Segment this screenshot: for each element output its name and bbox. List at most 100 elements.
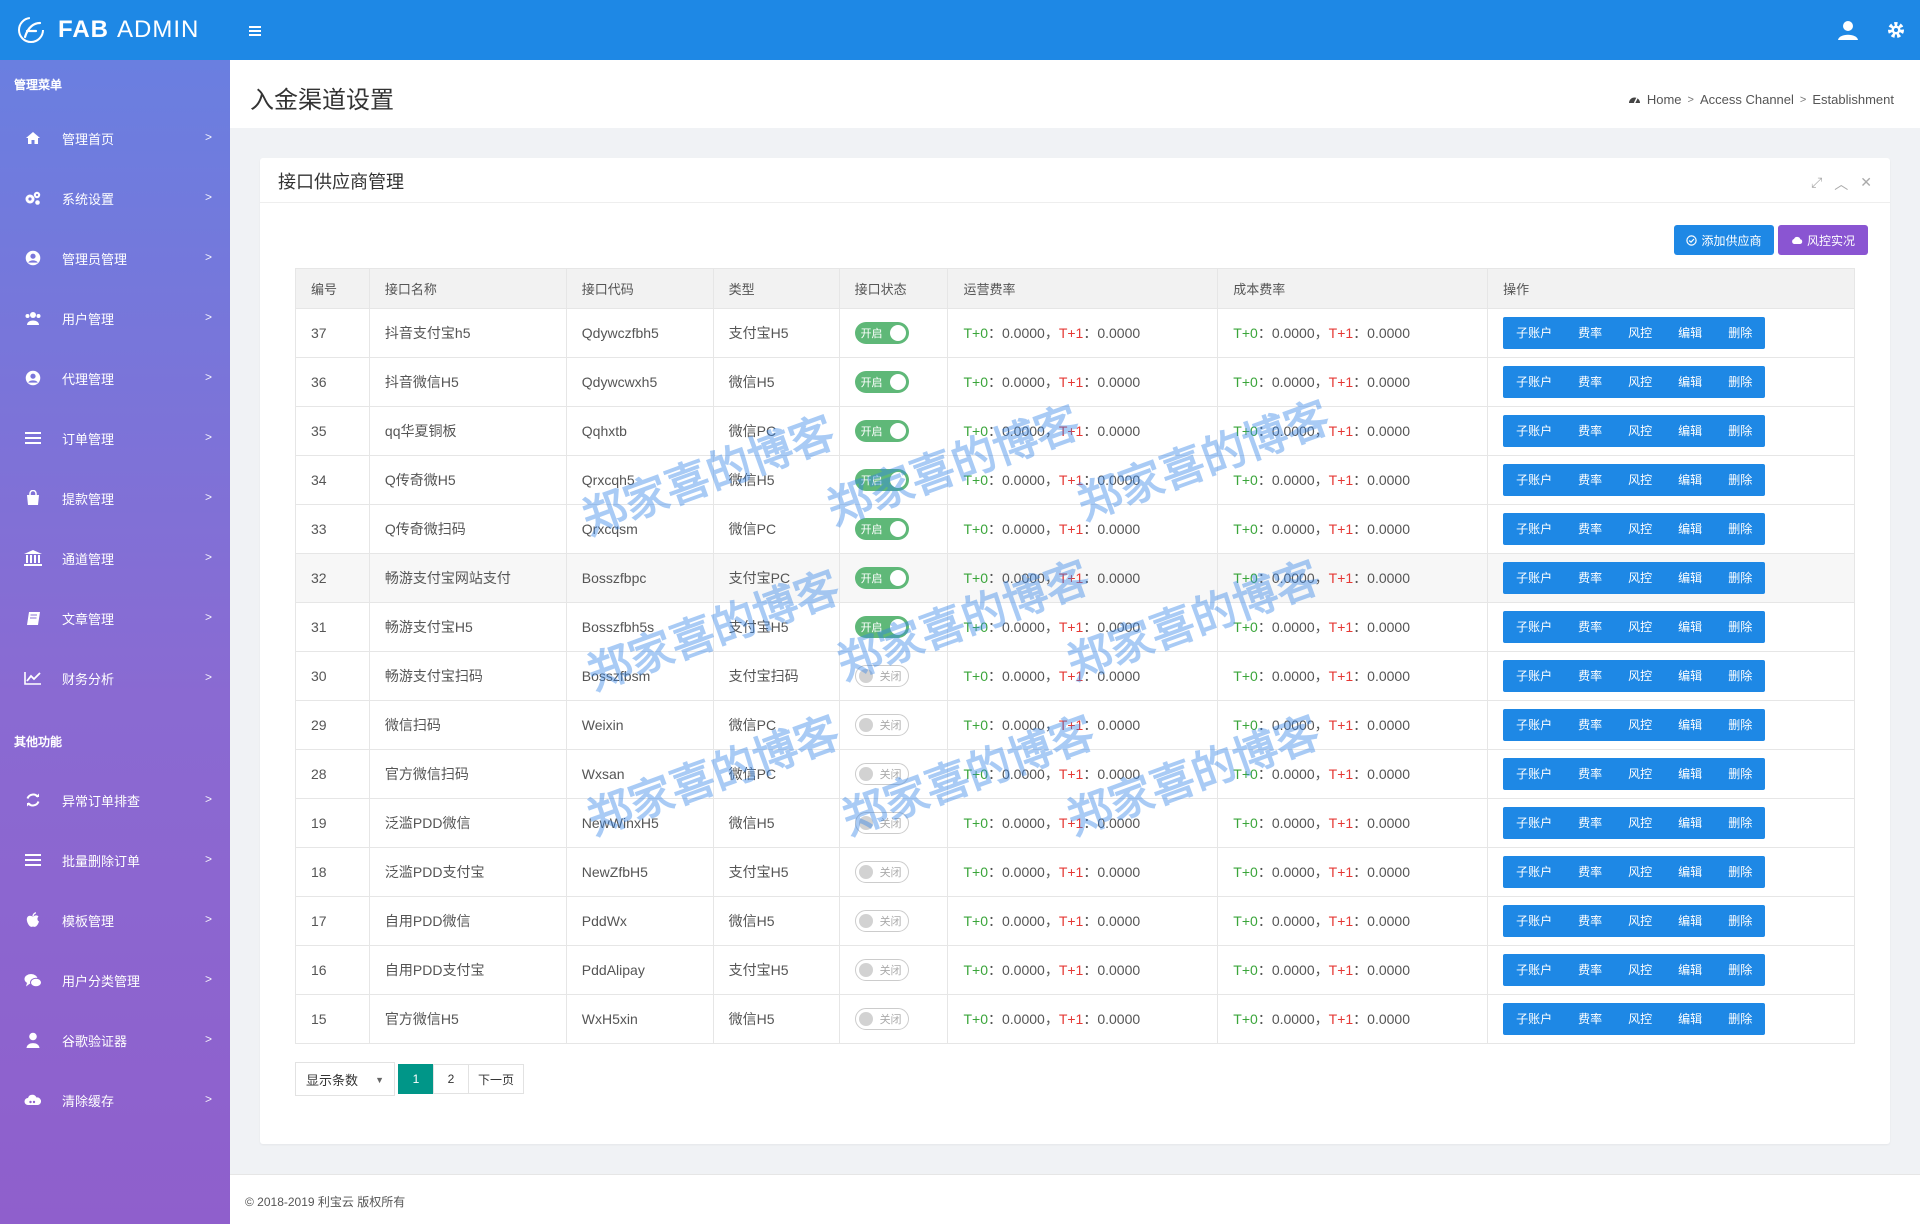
page-size-select[interactable]: 显示条数 ▼: [295, 1062, 395, 1096]
risk-control-button[interactable]: 风控: [1628, 620, 1653, 634]
sidebar-item[interactable]: 管理员管理 >: [0, 228, 230, 288]
edit-button[interactable]: 编辑: [1678, 375, 1703, 389]
delete-button[interactable]: 删除: [1728, 669, 1753, 683]
next-page-button[interactable]: 下一页: [468, 1064, 524, 1094]
sidebar-item[interactable]: 文章管理 >: [0, 588, 230, 648]
sidebar-item[interactable]: 管理首页 >: [0, 108, 230, 168]
edit-button[interactable]: 编辑: [1678, 473, 1703, 487]
page-button-1[interactable]: 1: [398, 1064, 434, 1094]
edit-button[interactable]: 编辑: [1678, 865, 1703, 879]
risk-control-button[interactable]: 风控: [1628, 816, 1653, 830]
status-switch[interactable]: 关闭: [854, 812, 909, 834]
sidebar-item[interactable]: 清除缓存 >: [0, 1070, 230, 1130]
rate-button[interactable]: 费率: [1578, 816, 1603, 830]
status-switch[interactable]: 关闭: [854, 861, 909, 883]
delete-button[interactable]: 删除: [1728, 424, 1753, 438]
delete-button[interactable]: 删除: [1728, 1012, 1753, 1026]
sidebar-item[interactable]: 用户管理 >: [0, 288, 230, 348]
risk-control-button[interactable]: 风控: [1628, 571, 1653, 585]
status-switch[interactable]: 开启: [854, 518, 909, 540]
rate-button[interactable]: 费率: [1578, 865, 1603, 879]
sub-account-button[interactable]: 子账户: [1516, 424, 1553, 438]
rate-button[interactable]: 费率: [1578, 669, 1603, 683]
sidebar-item[interactable]: 批量删除订单 >: [0, 830, 230, 890]
sub-account-button[interactable]: 子账户: [1516, 718, 1553, 732]
sub-account-button[interactable]: 子账户: [1516, 571, 1553, 585]
status-switch[interactable]: 关闭: [854, 910, 909, 932]
delete-button[interactable]: 删除: [1728, 767, 1753, 781]
risk-control-button[interactable]: 风控: [1628, 718, 1653, 732]
rate-button[interactable]: 费率: [1578, 718, 1603, 732]
sidebar-item[interactable]: 系统设置 >: [0, 168, 230, 228]
risk-control-button[interactable]: 风控: [1628, 767, 1653, 781]
risk-control-button[interactable]: 风控: [1628, 473, 1653, 487]
delete-button[interactable]: 删除: [1728, 816, 1753, 830]
edit-button[interactable]: 编辑: [1678, 1012, 1703, 1026]
sub-account-button[interactable]: 子账户: [1516, 914, 1553, 928]
sub-account-button[interactable]: 子账户: [1516, 473, 1553, 487]
user-icon[interactable]: [1824, 0, 1872, 60]
rate-button[interactable]: 费率: [1578, 375, 1603, 389]
rate-button[interactable]: 费率: [1578, 914, 1603, 928]
edit-button[interactable]: 编辑: [1678, 326, 1703, 340]
risk-control-button[interactable]: 风控: [1628, 326, 1653, 340]
sub-account-button[interactable]: 子账户: [1516, 816, 1553, 830]
status-switch[interactable]: 开启: [854, 322, 909, 344]
sub-account-button[interactable]: 子账户: [1516, 963, 1553, 977]
sidebar-item[interactable]: 财务分析 >: [0, 648, 230, 708]
sidebar-item[interactable]: 异常订单排查 >: [0, 770, 230, 830]
rate-button[interactable]: 费率: [1578, 963, 1603, 977]
edit-button[interactable]: 编辑: [1678, 571, 1703, 585]
rate-button[interactable]: 费率: [1578, 424, 1603, 438]
rate-button[interactable]: 费率: [1578, 473, 1603, 487]
menu-toggle-icon[interactable]: [248, 19, 264, 41]
page-button-2[interactable]: 2: [433, 1064, 469, 1094]
edit-button[interactable]: 编辑: [1678, 963, 1703, 977]
sub-account-button[interactable]: 子账户: [1516, 375, 1553, 389]
edit-button[interactable]: 编辑: [1678, 718, 1703, 732]
collapse-icon[interactable]: ︿: [1834, 176, 1849, 192]
breadcrumb-channel[interactable]: Access Channel: [1699, 92, 1794, 107]
delete-button[interactable]: 删除: [1728, 522, 1753, 536]
sidebar-item[interactable]: 订单管理 >: [0, 408, 230, 468]
sidebar-item[interactable]: 代理管理 >: [0, 348, 230, 408]
risk-control-button[interactable]: 风控: [1628, 1012, 1653, 1026]
expand-icon[interactable]: ⤢: [1811, 174, 1823, 190]
delete-button[interactable]: 删除: [1728, 865, 1753, 879]
sidebar-item[interactable]: 用户分类管理 >: [0, 950, 230, 1010]
status-switch[interactable]: 关闭: [854, 714, 909, 736]
risk-status-button[interactable]: 风控实况: [1778, 225, 1868, 255]
status-switch[interactable]: 开启: [854, 469, 909, 491]
rate-button[interactable]: 费率: [1578, 1012, 1603, 1026]
sub-account-button[interactable]: 子账户: [1516, 620, 1553, 634]
sub-account-button[interactable]: 子账户: [1516, 669, 1553, 683]
risk-control-button[interactable]: 风控: [1628, 424, 1653, 438]
rate-button[interactable]: 费率: [1578, 767, 1603, 781]
rate-button[interactable]: 费率: [1578, 326, 1603, 340]
delete-button[interactable]: 删除: [1728, 620, 1753, 634]
sub-account-button[interactable]: 子账户: [1516, 767, 1553, 781]
delete-button[interactable]: 删除: [1728, 718, 1753, 732]
sidebar-item[interactable]: 通道管理 >: [0, 528, 230, 588]
delete-button[interactable]: 删除: [1728, 914, 1753, 928]
edit-button[interactable]: 编辑: [1678, 767, 1703, 781]
sidebar-item[interactable]: 提款管理 >: [0, 468, 230, 528]
status-switch[interactable]: 开启: [854, 371, 909, 393]
delete-button[interactable]: 删除: [1728, 963, 1753, 977]
sub-account-button[interactable]: 子账户: [1516, 865, 1553, 879]
status-switch[interactable]: 开启: [854, 567, 909, 589]
status-switch[interactable]: 关闭: [854, 1008, 909, 1030]
rate-button[interactable]: 费率: [1578, 571, 1603, 585]
sidebar-item[interactable]: 模板管理 >: [0, 890, 230, 950]
edit-button[interactable]: 编辑: [1678, 669, 1703, 683]
delete-button[interactable]: 删除: [1728, 571, 1753, 585]
edit-button[interactable]: 编辑: [1678, 914, 1703, 928]
sub-account-button[interactable]: 子账户: [1516, 522, 1553, 536]
risk-control-button[interactable]: 风控: [1628, 865, 1653, 879]
risk-control-button[interactable]: 风控: [1628, 963, 1653, 977]
sub-account-button[interactable]: 子账户: [1516, 1012, 1553, 1026]
rate-button[interactable]: 费率: [1578, 522, 1603, 536]
edit-button[interactable]: 编辑: [1678, 620, 1703, 634]
gear-icon[interactable]: [1872, 0, 1920, 60]
risk-control-button[interactable]: 风控: [1628, 914, 1653, 928]
